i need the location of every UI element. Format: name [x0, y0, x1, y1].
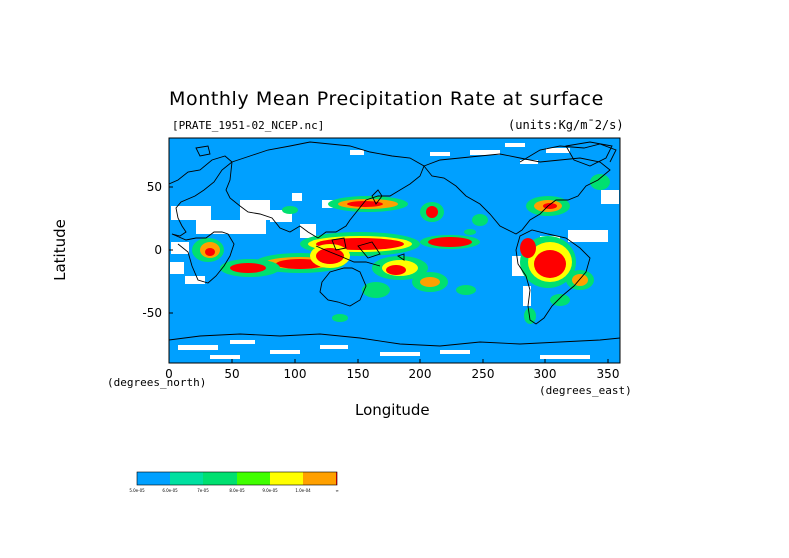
y-tick-label: -50 [142, 306, 162, 320]
x-tick-label: 50 [224, 367, 239, 381]
colorbar-label: 8.0e-05 [229, 488, 245, 493]
colorbar: 5.0e-05 6.0e-05 7e-05 8.0e-05 9.0e-05 1.… [129, 471, 339, 493]
x-axis-title: Longitude [355, 401, 430, 419]
x-tick-label: 350 [597, 367, 620, 381]
tick-marks [168, 186, 609, 363]
colorbar-swatch [303, 472, 336, 485]
x-tick-label: 200 [409, 367, 432, 381]
x-tick-label: 250 [472, 367, 495, 381]
x-tick-label: 300 [534, 367, 557, 381]
colorbar-label: 6.0e-05 [162, 488, 178, 493]
y-tick-label: 50 [147, 180, 162, 194]
x-axis-units: (degrees_east) [539, 384, 632, 397]
colorbar-label: 9.0e-05 [262, 488, 278, 493]
y-tick-labels: 50 0 -50 [142, 180, 162, 320]
x-tick-label: 0 [165, 367, 173, 381]
y-axis-title: Latitude [51, 219, 69, 281]
y-tick-label: 0 [154, 243, 162, 257]
colorbar-label: 5.0e-05 [129, 488, 145, 493]
x-tick-labels: 0 50 100 150 200 250 300 350 [165, 367, 619, 381]
chart-title: Monthly Mean Precipitation Rate at surfa… [169, 88, 604, 110]
coastlines [169, 141, 620, 347]
colorbar-swatch [270, 472, 303, 485]
plot-area [168, 137, 621, 364]
colorbar-label: 1.0e-04 [295, 488, 311, 493]
colorbar-swatch [237, 472, 270, 485]
y-axis-units: (degrees_north) [107, 376, 207, 389]
x-tick-label: 150 [347, 367, 370, 381]
file-label: [PRATE_1951-02_NCEP.nc] [172, 119, 325, 132]
units-label: (units:Kg/m¯2/s) [508, 118, 624, 132]
colorbar-swatch [137, 472, 170, 485]
colorbar-swatch [203, 472, 237, 485]
x-tick-label: 100 [284, 367, 307, 381]
colorbar-swatch [170, 472, 203, 485]
colorbar-label: 7e-05 [197, 488, 209, 493]
colorbar-label: ∞ [335, 488, 338, 493]
